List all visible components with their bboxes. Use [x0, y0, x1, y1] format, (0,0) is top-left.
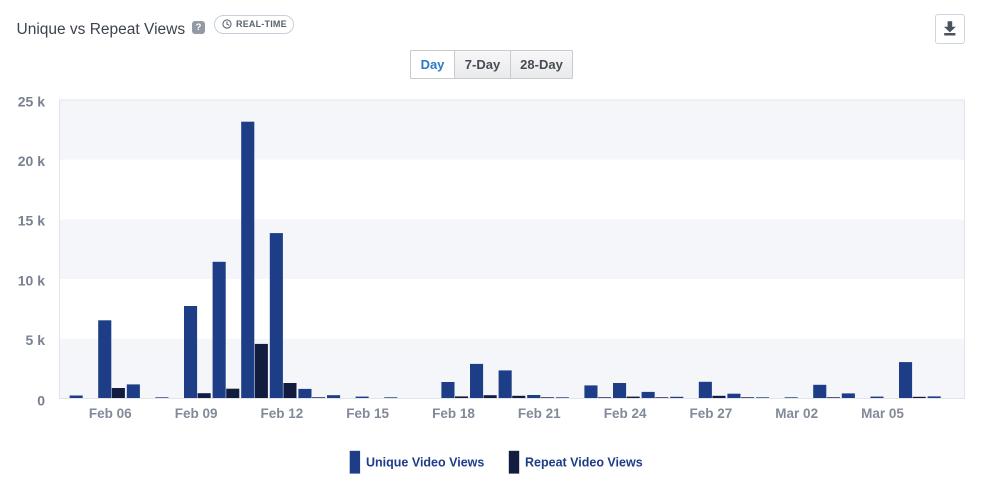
svg-text:Repeat Video Views: Repeat Video Views: [525, 456, 643, 470]
svg-text:10 k: 10 k: [18, 272, 45, 288]
svg-text:20 k: 20 k: [18, 153, 45, 169]
svg-text:Unique Video Views: Unique Video Views: [366, 456, 484, 470]
svg-text:Feb 12: Feb 12: [261, 406, 304, 421]
svg-text:Feb 18: Feb 18: [432, 406, 475, 421]
svg-text:Feb 06: Feb 06: [89, 406, 132, 421]
svg-text:25 k: 25 k: [18, 93, 45, 109]
svg-text:0: 0: [37, 392, 45, 408]
svg-text:Feb 24: Feb 24: [604, 406, 647, 421]
svg-text:15 k: 15 k: [18, 213, 45, 229]
svg-text:Feb 27: Feb 27: [690, 406, 733, 421]
svg-text:Feb 15: Feb 15: [346, 406, 389, 421]
svg-text:Feb 09: Feb 09: [175, 406, 218, 421]
svg-text:Mar 02: Mar 02: [775, 406, 818, 421]
svg-text:Mar 05: Mar 05: [861, 406, 904, 421]
svg-text:Feb 21: Feb 21: [518, 406, 561, 421]
svg-text:5 k: 5 k: [26, 332, 46, 348]
